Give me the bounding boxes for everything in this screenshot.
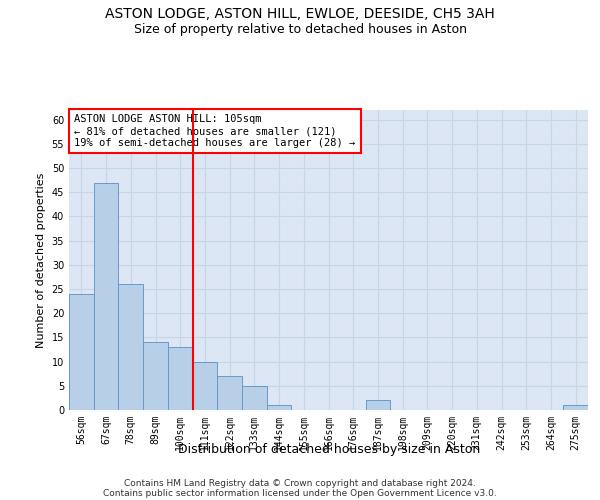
Bar [217,376,242,410]
Bar [193,362,217,410]
Bar [242,386,267,410]
Bar [168,347,193,410]
Bar [365,400,390,410]
Bar [267,405,292,410]
Text: Contains HM Land Registry data © Crown copyright and database right 2024.: Contains HM Land Registry data © Crown c… [124,478,476,488]
Text: Size of property relative to detached houses in Aston: Size of property relative to detached ho… [133,22,467,36]
Bar [94,182,118,410]
Bar [563,405,588,410]
Text: ASTON LODGE ASTON HILL: 105sqm
← 81% of detached houses are smaller (121)
19% of: ASTON LODGE ASTON HILL: 105sqm ← 81% of … [74,114,355,148]
Y-axis label: Number of detached properties: Number of detached properties [36,172,46,348]
Text: ASTON LODGE, ASTON HILL, EWLOE, DEESIDE, CH5 3AH: ASTON LODGE, ASTON HILL, EWLOE, DEESIDE,… [105,8,495,22]
Bar [143,342,168,410]
Bar [69,294,94,410]
Bar [118,284,143,410]
Text: Distribution of detached houses by size in Aston: Distribution of detached houses by size … [178,442,480,456]
Text: Contains public sector information licensed under the Open Government Licence v3: Contains public sector information licen… [103,488,497,498]
